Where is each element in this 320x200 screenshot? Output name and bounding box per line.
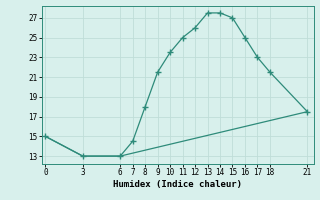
X-axis label: Humidex (Indice chaleur): Humidex (Indice chaleur) (113, 180, 242, 189)
